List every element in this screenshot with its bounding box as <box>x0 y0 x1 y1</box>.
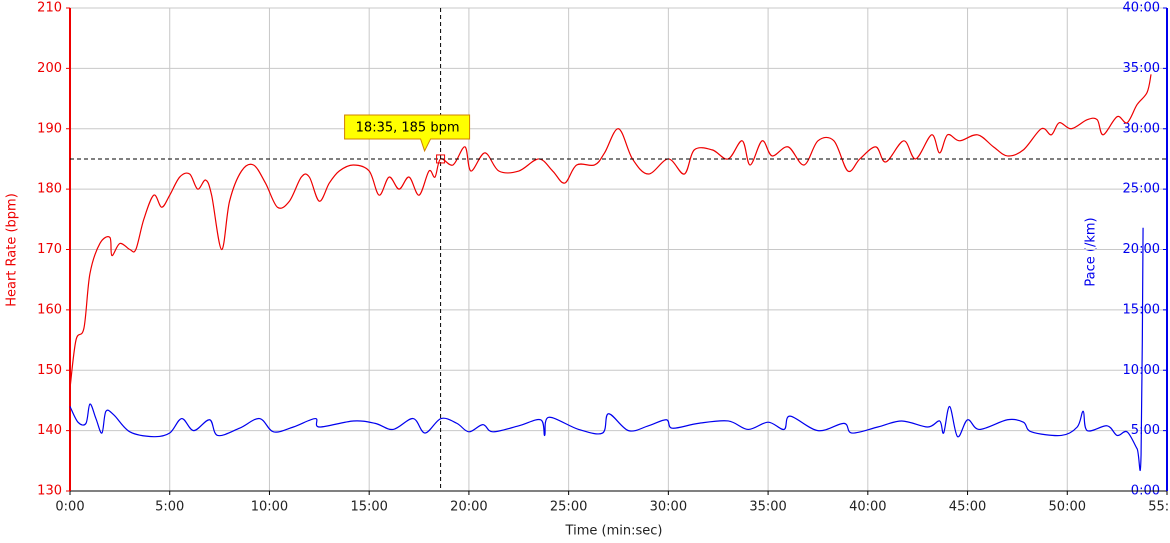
y-tick-label: 150 <box>37 363 62 378</box>
cursor-marker <box>436 154 446 164</box>
y-tick-label: 200 <box>37 61 62 76</box>
y-tick-label: 140 <box>37 423 62 438</box>
y-tick-label: 210 <box>37 1 62 16</box>
y2-tick-label: 5:00 <box>1131 423 1160 438</box>
y-tick-label: 170 <box>37 242 62 257</box>
x-tick-label: 10:00 <box>251 500 288 515</box>
y-axis-title: Heart Rate (bpm) <box>5 193 20 307</box>
x-tick-label: 55:00 <box>1148 500 1170 515</box>
x-tick-label: 15:00 <box>350 500 387 515</box>
x-tick-label: 50:00 <box>1049 500 1086 515</box>
y2-tick-label: 30:00 <box>1123 121 1160 136</box>
y-tick-label: 190 <box>37 121 62 136</box>
x-axis-title: Time (min:sec) <box>565 524 663 539</box>
x-tick-label: 35:00 <box>749 500 786 515</box>
x-tick-label: 40:00 <box>849 500 886 515</box>
y2-tick-label: 10:00 <box>1123 363 1160 378</box>
x-tick-label: 25:00 <box>550 500 587 515</box>
y-tick-label: 160 <box>37 302 62 317</box>
tooltip-label: 18:35, 185 bpm <box>356 120 460 135</box>
x-tick-label: 5:00 <box>155 500 184 515</box>
series-line <box>69 227 1144 472</box>
y-tick-label: 130 <box>37 484 62 499</box>
y2-tick-label: 25:00 <box>1123 182 1160 197</box>
y2-tick-label: 20:00 <box>1123 242 1160 257</box>
y2-axis-title: Pace (/km) <box>1084 217 1099 286</box>
x-tick-label: 30:00 <box>650 500 687 515</box>
x-tick-label: 20:00 <box>450 500 487 515</box>
series-line <box>69 74 1152 389</box>
x-tick-label: 45:00 <box>949 500 986 515</box>
y2-tick-label: 35:00 <box>1123 61 1160 76</box>
x-tick-label: 0:00 <box>55 500 84 515</box>
y-tick-label: 180 <box>37 182 62 197</box>
y2-tick-label: 40:00 <box>1123 1 1160 16</box>
tooltip-box <box>344 114 471 153</box>
y2-tick-label: 15:00 <box>1123 302 1160 317</box>
